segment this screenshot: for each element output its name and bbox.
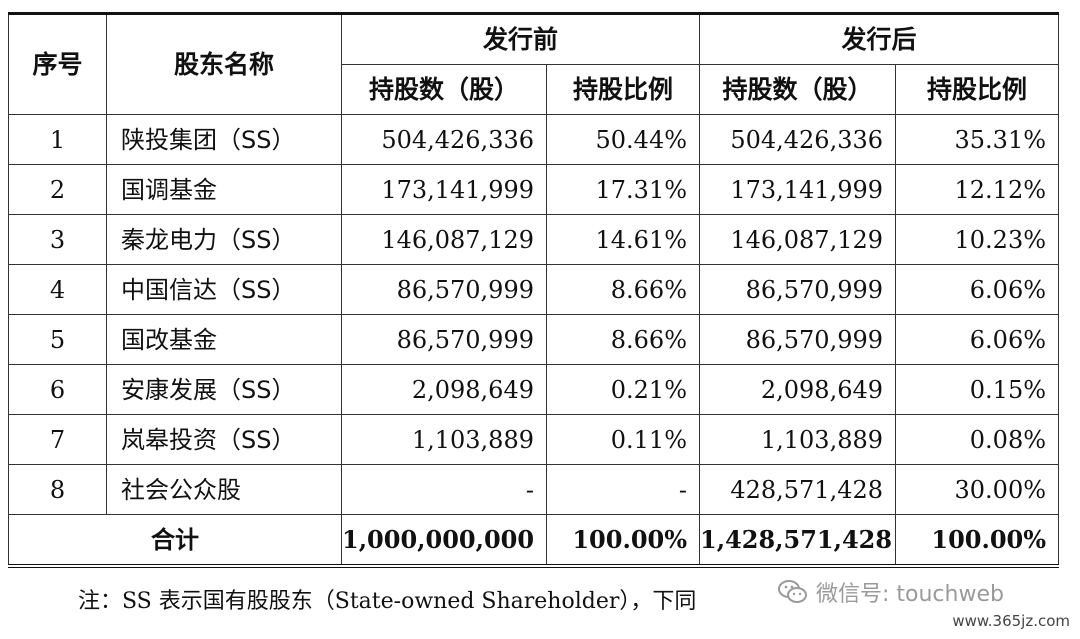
row-before-ratio: 14.61% xyxy=(545,214,701,265)
row-before-shares: 2,098,649 xyxy=(341,364,547,415)
row-before-shares: 146,087,129 xyxy=(341,214,547,265)
row-before-shares: 173,141,999 xyxy=(341,164,547,215)
total-label: 合计 xyxy=(8,514,342,568)
row-name: 岚皋投资（SS） xyxy=(106,414,342,465)
row-index: 5 xyxy=(8,314,107,365)
header-after: 发行后 xyxy=(699,12,1060,65)
total-before-ratio: 100.00% xyxy=(545,514,701,568)
header-after-shares: 持股数（股） xyxy=(699,64,897,115)
wechat-icon xyxy=(778,580,807,603)
row-after-ratio: 0.08% xyxy=(895,414,1060,465)
table-row: 1 陕投集团（SS） 504,426,336 50.44% 504,426,33… xyxy=(8,114,1060,165)
row-name: 安康发展（SS） xyxy=(106,364,342,415)
row-index: 6 xyxy=(8,364,107,415)
row-index: 2 xyxy=(8,164,107,215)
row-index: 7 xyxy=(8,414,107,465)
row-name: 陕投集团（SS） xyxy=(106,114,342,165)
header-before-shares: 持股数（股） xyxy=(341,64,547,115)
row-before-ratio: - xyxy=(545,464,701,515)
site-watermark: www.365jz.com xyxy=(952,612,1070,630)
row-before-shares: - xyxy=(341,464,547,515)
table-row: 8 社会公众股 - - 428,571,428 30.00% xyxy=(8,464,1060,515)
row-after-shares: 428,571,428 xyxy=(699,464,897,515)
shareholder-table: 序号 股东名称 发行前 发行后 持股数（股） 持股比例 持股数（股） 持股比例 … xyxy=(8,12,1060,568)
row-name: 秦龙电力（SS） xyxy=(106,214,342,265)
total-after-shares: 1,428,571,428 xyxy=(699,514,897,568)
row-before-ratio: 8.66% xyxy=(545,264,701,315)
row-before-shares: 504,426,336 xyxy=(341,114,547,165)
row-after-shares: 504,426,336 xyxy=(699,114,897,165)
row-after-shares: 1,103,889 xyxy=(699,414,897,465)
table-row: 7 岚皋投资（SS） 1,103,889 0.11% 1,103,889 0.0… xyxy=(8,414,1060,465)
row-after-ratio: 30.00% xyxy=(895,464,1060,515)
row-name: 中国信达（SS） xyxy=(106,264,342,315)
row-after-ratio: 0.15% xyxy=(895,364,1060,415)
table-row: 5 国改基金 86,570,999 8.66% 86,570,999 6.06% xyxy=(8,314,1060,365)
header-row-top: 序号 股东名称 发行前 发行后 xyxy=(8,12,1060,115)
row-index: 4 xyxy=(8,264,107,315)
row-after-shares: 86,570,999 xyxy=(699,264,897,315)
row-before-shares: 86,570,999 xyxy=(341,264,547,315)
watermark-text: 微信号: touchweb xyxy=(816,582,1004,607)
row-index: 1 xyxy=(8,114,107,165)
row-before-ratio: 50.44% xyxy=(545,114,701,165)
row-name: 国调基金 xyxy=(106,164,342,215)
row-index: 3 xyxy=(8,214,107,265)
row-after-ratio: 35.31% xyxy=(895,114,1060,165)
table-row: 4 中国信达（SS） 86,570,999 8.66% 86,570,999 6… xyxy=(8,264,1060,315)
row-after-ratio: 6.06% xyxy=(895,264,1060,315)
row-before-ratio: 17.31% xyxy=(545,164,701,215)
header-index: 序号 xyxy=(8,12,107,115)
footnote: 注：SS 表示国有股股东（State-owned Shareholder），下同 xyxy=(78,589,697,614)
row-after-ratio: 10.23% xyxy=(895,214,1060,265)
row-index: 8 xyxy=(8,464,107,515)
header-name: 股东名称 xyxy=(106,12,342,115)
row-after-shares: 2,098,649 xyxy=(699,364,897,415)
header-before-ratio: 持股比例 xyxy=(545,64,701,115)
row-name: 社会公众股 xyxy=(106,464,342,515)
total-row: 合计 1,000,000,000 100.00% 1,428,571,428 1… xyxy=(8,514,1060,568)
total-after-ratio: 100.00% xyxy=(895,514,1060,568)
row-before-shares: 1,103,889 xyxy=(341,414,547,465)
row-before-ratio: 0.21% xyxy=(545,364,701,415)
table-row: 3 秦龙电力（SS） 146,087,129 14.61% 146,087,12… xyxy=(8,214,1060,265)
row-after-ratio: 12.12% xyxy=(895,164,1060,215)
header-after-ratio: 持股比例 xyxy=(895,64,1060,115)
total-before-shares: 1,000,000,000 xyxy=(341,514,547,568)
row-after-shares: 86,570,999 xyxy=(699,314,897,365)
header-before: 发行前 xyxy=(340,12,701,65)
row-after-shares: 146,087,129 xyxy=(699,214,897,265)
row-name: 国改基金 xyxy=(106,314,342,365)
row-after-ratio: 6.06% xyxy=(895,314,1060,365)
row-before-ratio: 0.11% xyxy=(545,414,701,465)
row-before-shares: 86,570,999 xyxy=(341,314,547,365)
row-before-ratio: 8.66% xyxy=(545,314,701,365)
watermark: 微信号: touchweb xyxy=(778,576,1004,608)
table-row: 6 安康发展（SS） 2,098,649 0.21% 2,098,649 0.1… xyxy=(8,364,1060,415)
row-after-shares: 173,141,999 xyxy=(699,164,897,215)
table-row: 2 国调基金 173,141,999 17.31% 173,141,999 12… xyxy=(8,164,1060,215)
